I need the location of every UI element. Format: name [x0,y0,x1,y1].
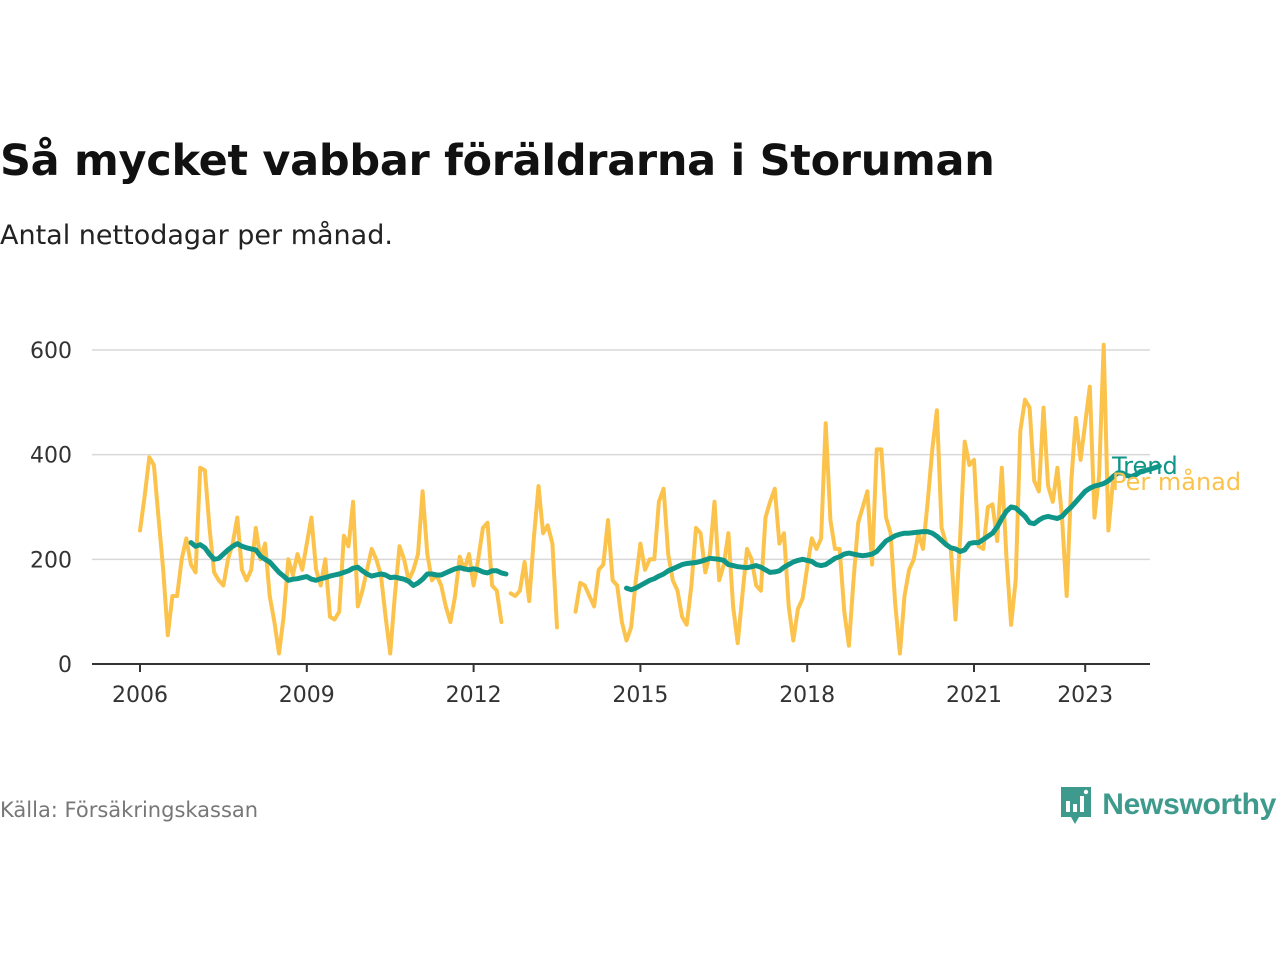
y-axis-ticks: 0 200 400 600 [30,339,72,678]
series-line-per-manad [138,342,1115,656]
series-line-trend [188,463,1162,593]
x-tick-label: 2009 [279,683,335,708]
source-note: Källa: Försäkringskassan [0,798,259,822]
y-tick-label: 600 [30,339,72,364]
x-axis-ticks: 2006 2009 2012 2015 2018 2021 2023 [112,664,1113,708]
y-tick-label: 400 [30,444,72,469]
page-title: Så mycket vabbar föräldrarna i Storuman [0,136,995,186]
series-label-trend: Trend [1111,452,1178,480]
x-tick-label: 2021 [946,683,1002,708]
page-subtitle: Antal nettodagar per månad. [0,220,393,251]
series-lines [138,342,1162,656]
brand-name: Newsworthy [1102,788,1276,821]
x-tick-label: 2012 [446,683,502,708]
brand[interactable]: Newsworthy [1058,784,1276,826]
series-label-per-manad: Per månad [1112,467,1241,496]
x-tick-label: 2023 [1057,683,1113,708]
y-tick-label: 0 [58,653,72,678]
gridlines [92,349,1150,561]
y-tick-label: 200 [30,548,72,573]
x-tick-label: 2018 [779,683,835,708]
x-tick-label: 2006 [112,683,168,708]
x-tick-label: 2015 [612,683,668,708]
bar-chart-speech-bubble-icon [1061,787,1092,824]
